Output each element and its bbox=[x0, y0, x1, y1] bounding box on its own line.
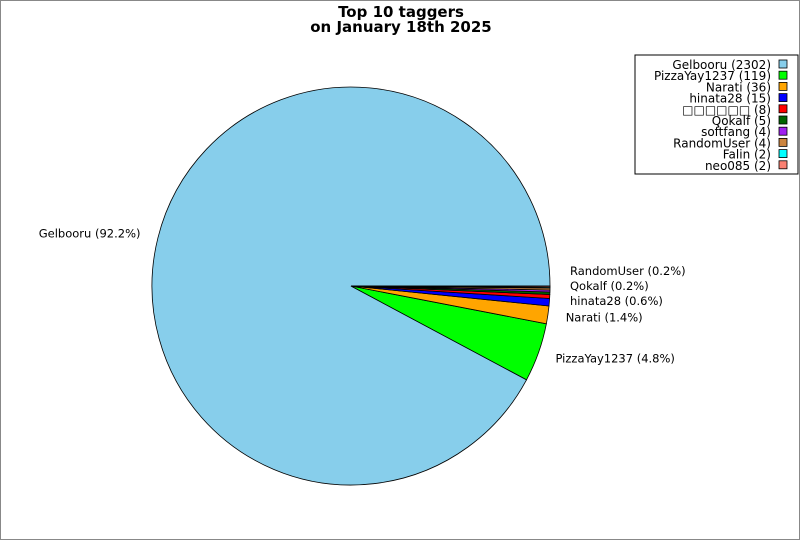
slice-label-hinata28: hinata28 (0.6%) bbox=[570, 294, 663, 308]
slice-label-randomuser: RandomUser (0.2%) bbox=[570, 264, 686, 278]
legend-swatch-falin bbox=[778, 149, 788, 159]
legend-label-gelbooru: Gelbooru (2302) bbox=[672, 58, 771, 72]
pie-slice-neo085 bbox=[350, 285, 551, 288]
legend-label-qokalf: Qokalf (5) bbox=[712, 114, 771, 128]
legend-box bbox=[634, 54, 799, 175]
legend-swatch-narati bbox=[778, 82, 788, 91]
chart-title-line-1: Top 10 taggers bbox=[338, 3, 464, 21]
legend-swatch-pizzayay1237 bbox=[778, 70, 788, 80]
legend-swatch-randomuser bbox=[778, 137, 788, 147]
legend-swatch-neo085 bbox=[778, 160, 788, 170]
legend-label-falin: Falin (2) bbox=[723, 148, 771, 162]
slice-label-qokalf: Qokalf (0.2%) bbox=[570, 279, 649, 293]
legend-label-randomuser: RandomUser (4) bbox=[673, 136, 771, 150]
legend-swatch-qokalf bbox=[778, 115, 788, 125]
legend-label-softfang: softfang (4) bbox=[701, 125, 771, 139]
legend-label-pizzayay1237: PizzaYay1237 (119) bbox=[654, 69, 771, 83]
slice-label-narati: Narati (1.4%) bbox=[566, 311, 643, 325]
legend-label-unnamed: □□□□□□ (8) bbox=[682, 103, 771, 117]
chart-title-line-2: on January 18th 2025 bbox=[310, 18, 491, 36]
legend-label-narati: Narati (36) bbox=[706, 80, 771, 94]
legend-swatch-softfang bbox=[778, 126, 788, 136]
legend-swatch-gelbooru bbox=[778, 59, 788, 69]
slice-label-pizzayay1237: PizzaYay1237 (4.8%) bbox=[556, 352, 675, 366]
legend-swatch-unnamed bbox=[778, 104, 788, 114]
legend-label-hinata28: hinata28 (15) bbox=[689, 92, 771, 106]
legend-swatch-hinata28 bbox=[778, 93, 788, 102]
slice-label-gelbooru: Gelbooru (92.2%) bbox=[39, 226, 141, 240]
legend-label-neo085: neo085 (2) bbox=[705, 159, 771, 173]
